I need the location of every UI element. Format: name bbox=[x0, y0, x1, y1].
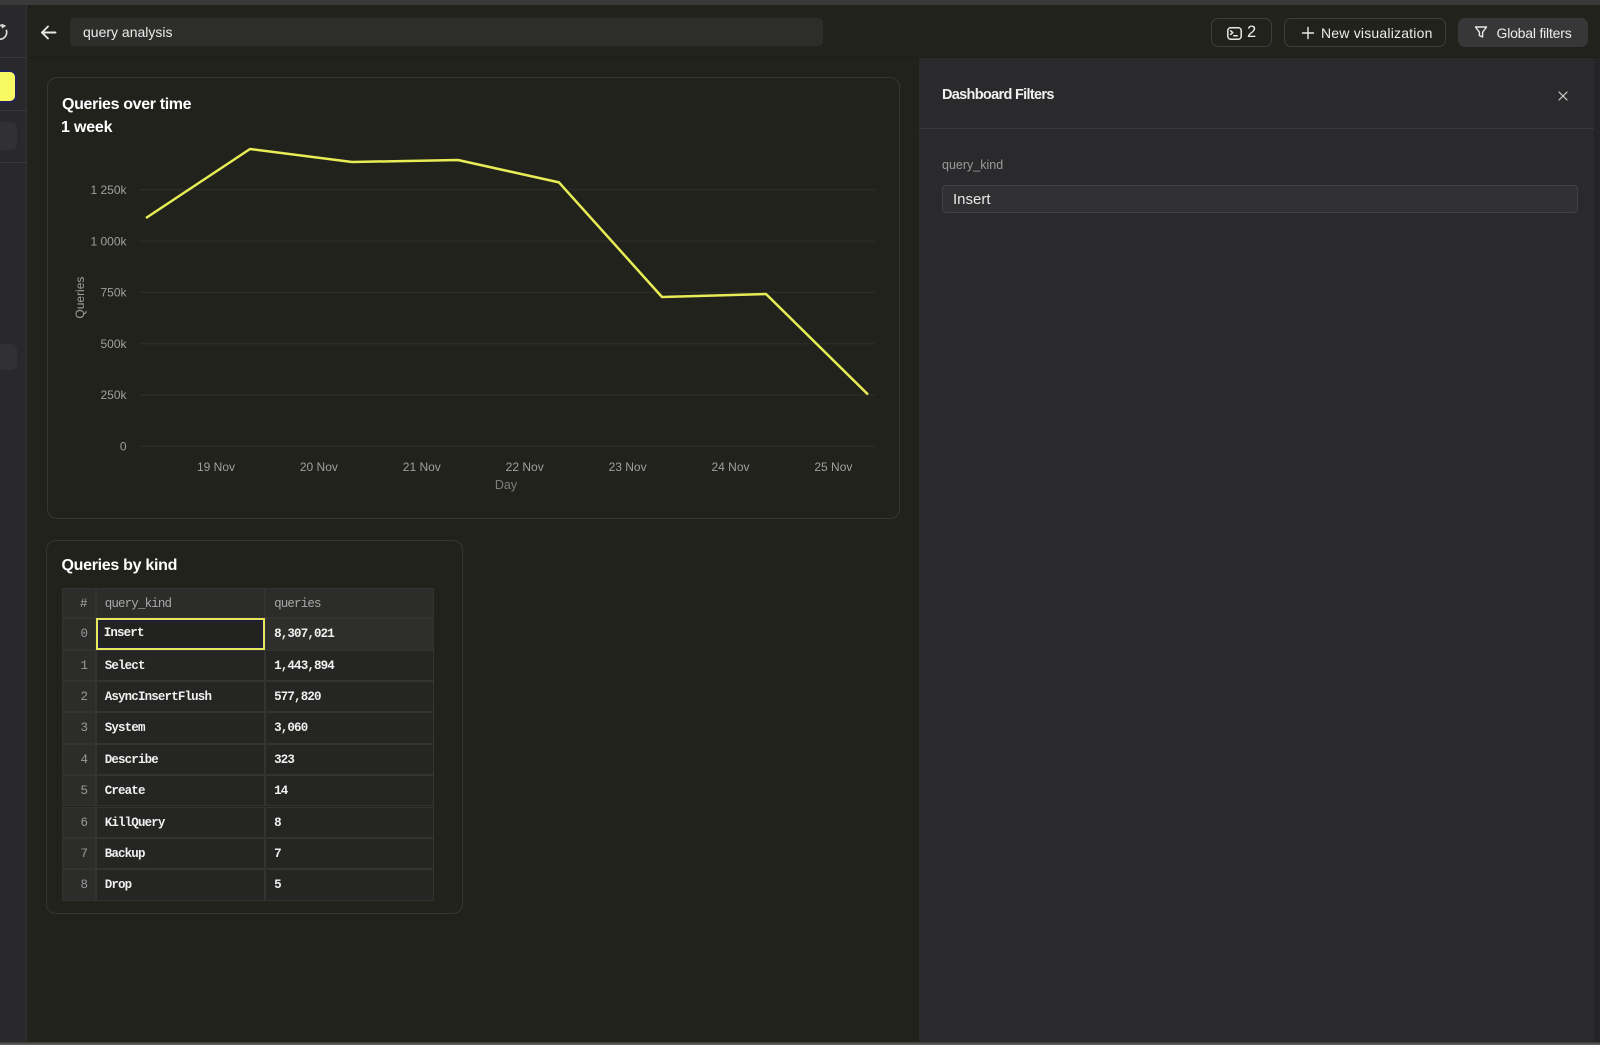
svg-text:Day: Day bbox=[495, 478, 518, 492]
svg-text:250k: 250k bbox=[100, 388, 127, 402]
svg-text:21 Nov: 21 Nov bbox=[403, 460, 441, 474]
svg-text:500k: 500k bbox=[100, 337, 127, 351]
svg-text:1 250k: 1 250k bbox=[90, 183, 127, 197]
svg-text:24 Nov: 24 Nov bbox=[711, 460, 749, 474]
svg-text:20 Nov: 20 Nov bbox=[300, 460, 338, 474]
svg-text:22 Nov: 22 Nov bbox=[506, 460, 544, 474]
svg-text:23 Nov: 23 Nov bbox=[609, 460, 647, 474]
svg-text:750k: 750k bbox=[100, 286, 127, 300]
svg-text:25 Nov: 25 Nov bbox=[814, 460, 852, 474]
svg-text:0: 0 bbox=[120, 440, 127, 454]
svg-text:Queries: Queries bbox=[73, 277, 87, 319]
svg-text:19 Nov: 19 Nov bbox=[197, 460, 235, 474]
svg-text:1 000k: 1 000k bbox=[90, 234, 127, 248]
